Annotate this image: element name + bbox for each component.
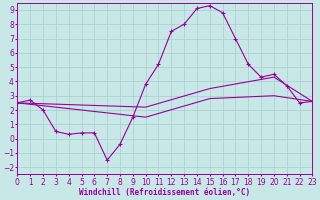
X-axis label: Windchill (Refroidissement éolien,°C): Windchill (Refroidissement éolien,°C): [79, 188, 251, 197]
